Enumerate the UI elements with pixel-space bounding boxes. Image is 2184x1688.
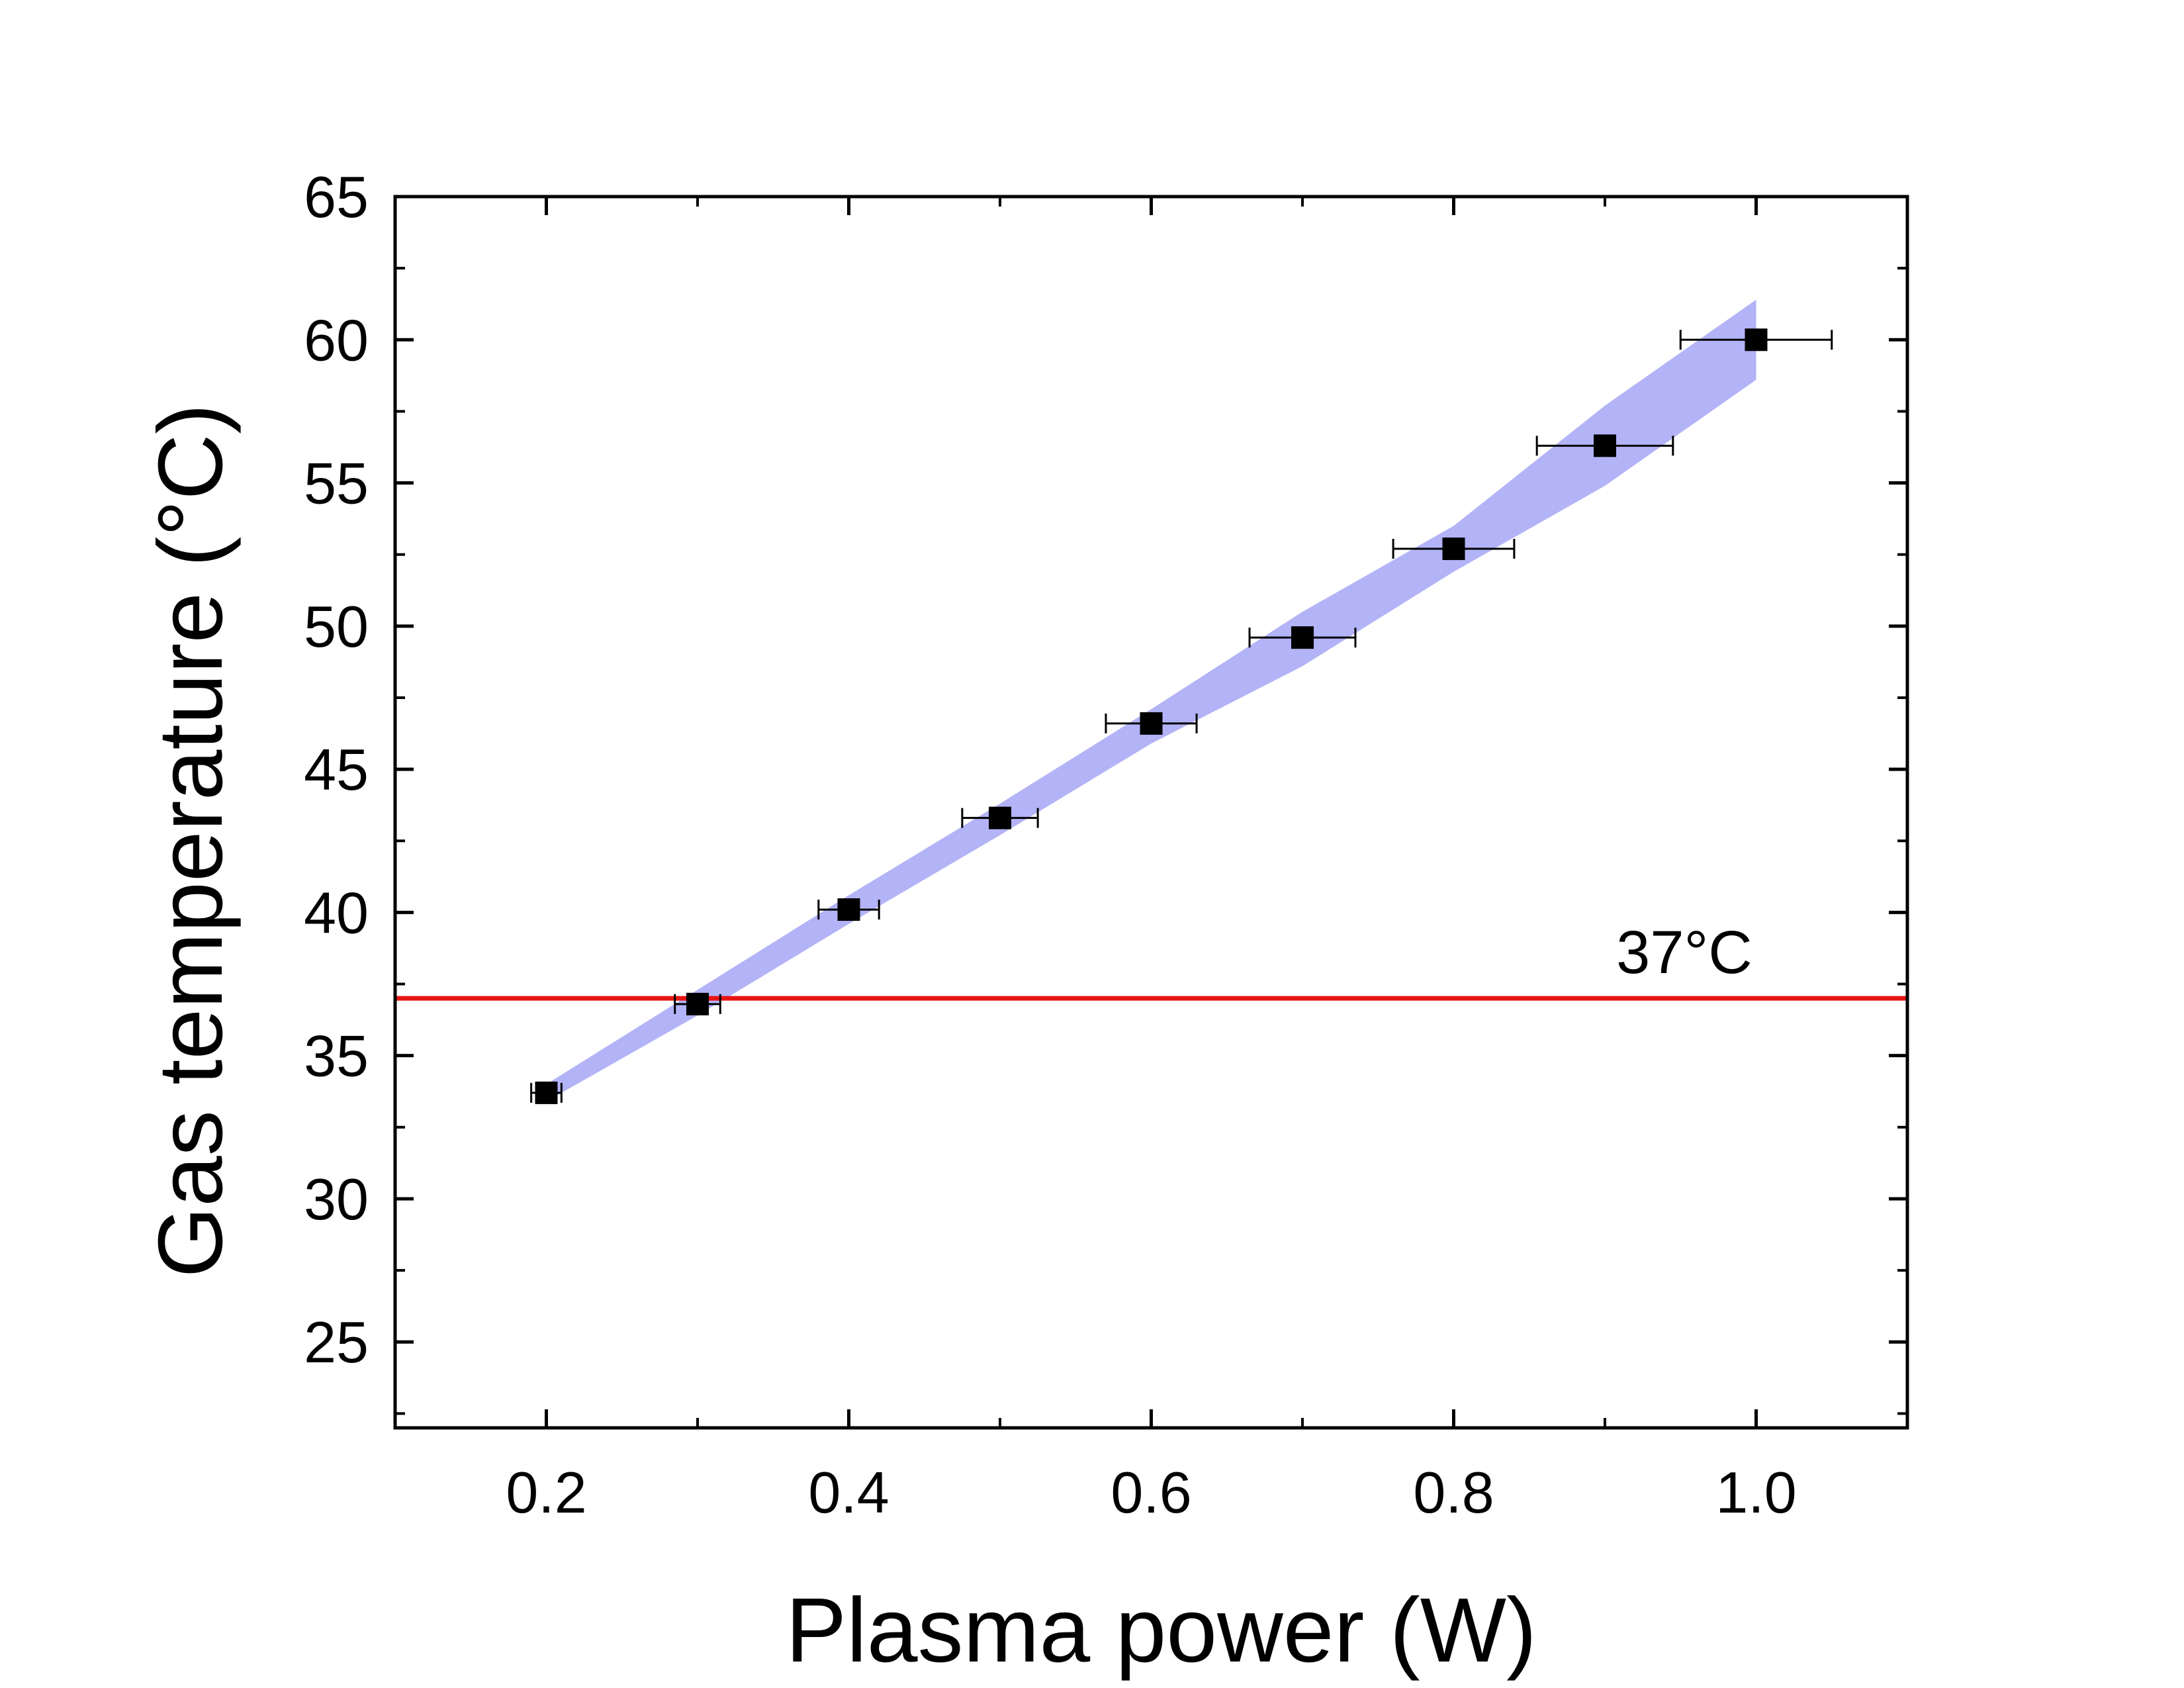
x-tick-label: 0.2 xyxy=(506,1460,586,1525)
x-tick-label: 0.8 xyxy=(1413,1460,1494,1525)
data-point xyxy=(686,992,709,1015)
y-tick-label: 65 xyxy=(304,164,369,230)
x-tick-label: 0.4 xyxy=(808,1460,889,1525)
data-point xyxy=(535,1081,558,1104)
data-point xyxy=(989,806,1011,829)
axes-layer: 0.2 0.4 0.6 0.8 1.0 25 30 35 40 45 50 55 60 65 xyxy=(304,164,1909,1525)
y-tick-label: 45 xyxy=(304,737,369,802)
x-axis-title: Plasma power (W) xyxy=(786,1579,1537,1681)
y-tick-label: 25 xyxy=(304,1309,369,1375)
confidence-band-layer xyxy=(546,299,1756,1102)
y-tick-label: 35 xyxy=(304,1023,369,1089)
x-tick-label: 1.0 xyxy=(1715,1460,1796,1525)
y-tick-label: 30 xyxy=(304,1166,369,1232)
data-point-layer xyxy=(535,328,1768,1104)
data-point xyxy=(1291,626,1314,649)
data-point xyxy=(1745,328,1768,352)
y-tick-label: 40 xyxy=(304,880,369,945)
confidence-band xyxy=(546,299,1756,1102)
y-tick-label: 60 xyxy=(304,307,369,373)
data-point xyxy=(1140,712,1163,735)
data-point xyxy=(1442,538,1465,561)
y-axis-title: Gas temperature (°C) xyxy=(140,404,242,1278)
y-tick-label: 50 xyxy=(304,594,369,659)
x-tick-label: 0.6 xyxy=(1111,1460,1191,1525)
data-point xyxy=(837,898,860,921)
data-point xyxy=(1594,434,1616,457)
reference-line-label: 37°C xyxy=(1616,919,1752,986)
y-tick-label: 55 xyxy=(304,451,369,516)
label-layer: Plasma power (W) Gas temperature (°C) 37… xyxy=(140,404,1752,1681)
